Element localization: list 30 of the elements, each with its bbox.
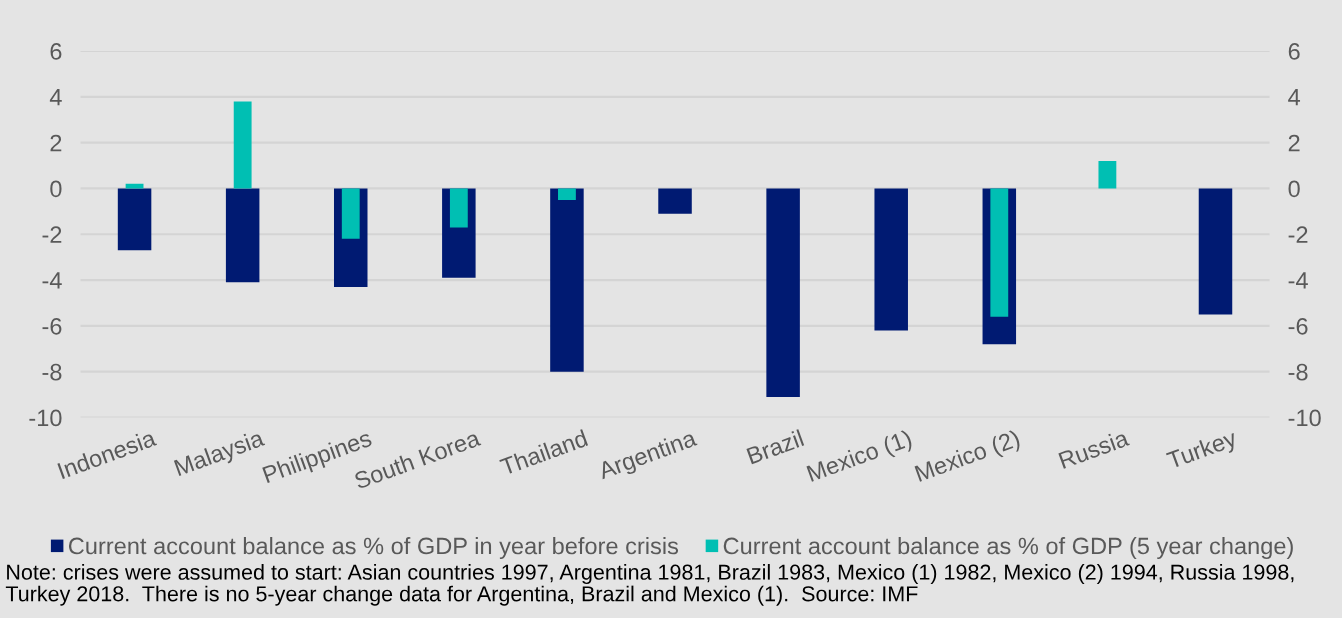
y-tick-label: 2	[50, 134, 62, 152]
x-tick-label: Russia	[1058, 428, 1130, 469]
y2-tick-label: -10	[1288, 409, 1321, 427]
legend-label: Current account balance as % of GDP (5 year change)	[723, 536, 1293, 560]
y-tick-label: 4	[49, 89, 62, 106]
y2-tick-label: -4	[1288, 272, 1308, 289]
y2-tick-label: 0	[1288, 180, 1300, 198]
x-tick-label: Mexico (1)	[806, 429, 915, 487]
x-tick-label: Brazil	[746, 429, 805, 465]
y-tick-label: -6	[42, 317, 62, 335]
y-tick-label: -8	[42, 363, 62, 381]
bar	[449, 188, 468, 228]
y2-tick-label: 2	[1288, 134, 1300, 152]
legend-label: Current account balance as % of GDP in year before crisis	[68, 536, 679, 560]
y2-tick-label: -2	[1288, 226, 1308, 243]
y2-tick-label: 6	[1288, 43, 1300, 60]
y-tick-label: -4	[42, 272, 62, 289]
bar	[1098, 160, 1117, 189]
bar	[341, 188, 360, 239]
bar	[558, 188, 576, 200]
x-tick-label: Mexico (2)	[914, 429, 1023, 487]
y-tick-label: -10	[29, 409, 62, 427]
y-tick-label: 0	[50, 180, 62, 198]
y-tick-label: -2	[42, 226, 62, 243]
x-tick-label: Turkey	[1165, 428, 1240, 474]
y-tick-label: 6	[50, 43, 62, 60]
text: Note: crises were assumed to start: Asian countries 1997, Argentina 1981, Brazil 1983, Mexico (1) 1982, Mexico (2) 1994, Russia 1998, Turkey 2018. There is no 5-year change data for Argentina, Brazil and Mexico (1). Source: IMF	[5, 564, 1294, 606]
y2-tick-label: 4	[1288, 89, 1301, 106]
y2-tick-label: -6	[1288, 317, 1308, 335]
y2-tick-label: -8	[1288, 363, 1308, 381]
